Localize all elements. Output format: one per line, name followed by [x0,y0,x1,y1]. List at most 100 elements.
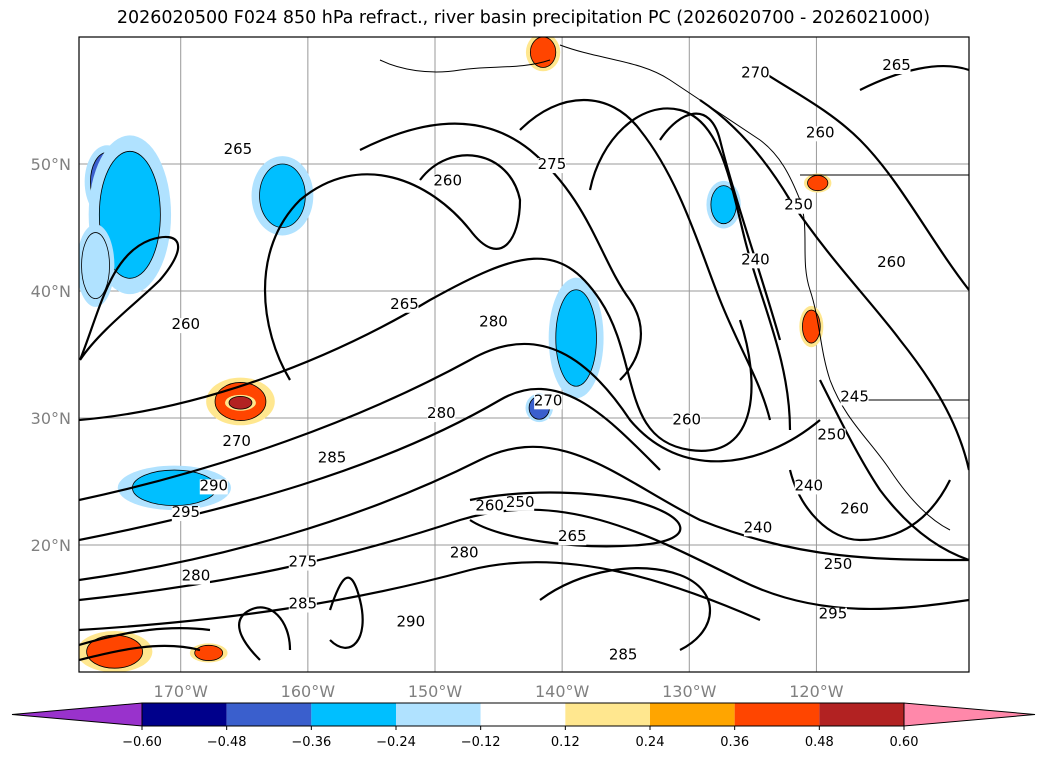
contour-label: 280 [479,313,508,331]
contour-label-bg [396,615,425,631]
colorbar-segment [734,703,820,726]
colorbar-tick-label: −0.60 [122,735,162,750]
contour-label-bg [475,499,504,515]
contour-label-bg [743,521,772,537]
contour-label-bg [537,158,566,174]
contour-label: 250 [506,493,535,511]
contour-label: 275 [538,155,567,173]
contour-label: 240 [741,250,770,268]
contour-label-bg [817,428,846,444]
contour-label-bg [840,502,869,518]
contour-line [79,235,180,361]
contour-label: 250 [784,196,813,214]
colorbar-extend-low [11,702,143,727]
contour-line [588,107,792,431]
contour-label: 270 [741,64,770,82]
contour-label-bg [450,546,479,562]
contour-label: 250 [824,555,853,573]
colorbar-tick-label: 0.36 [720,735,749,750]
contour-label: 265 [390,295,419,313]
contour-line [788,469,951,542]
contour-label: 260 [806,123,835,141]
contour-label-bg [794,479,823,495]
contour-label-bg [223,142,252,158]
contour-label-bg [558,530,587,546]
contour-labels: 265 260 275 260 265 280 270 290 295 285 280 270 260 2… [171,56,911,664]
contour-line [79,387,661,542]
lon-tick-label: 140°W [535,682,590,701]
contour-label: 285 [288,595,317,613]
contour-line [859,64,969,91]
contour-label-bg [427,407,456,422]
colorbar-segment [396,703,481,726]
contour-label-bg [882,59,911,75]
contour-label-bg [479,315,508,331]
contour-label: 260 [877,253,906,271]
contour-label: 250 [817,426,846,444]
contour-label-bg [741,253,770,269]
anomaly-patch [807,175,829,192]
contour-label-bg [318,451,347,467]
coastline [379,59,551,73]
lat-tick-label: 50°N [31,155,71,174]
page-title: 2026020500 F024 850 hPa refract., river … [116,8,931,28]
coastline [559,44,951,531]
contour-line [469,491,682,548]
lon-tick-label: 160°W [281,682,336,701]
colorbar-tick-label: −0.24 [376,735,416,750]
contour-label-bg [199,479,228,495]
contour-line [79,627,211,647]
contour-line [79,257,753,452]
colorbar-segment [226,703,312,726]
contour-label-bg [390,297,419,313]
anomaly-patch [529,37,557,68]
contour-label: 270 [534,391,563,409]
contour-label: 240 [794,476,823,494]
anomaly-patch [98,150,161,279]
contour-line [659,112,782,341]
contour-label-bg [784,198,813,214]
contour-label-bg [741,66,770,82]
contour-label: 280 [182,567,211,585]
contour-label: 260 [840,499,869,517]
contour-label: 265 [224,140,253,158]
colorbar-tick-label: −0.36 [291,735,331,750]
contour-line [238,606,292,661]
contour-line [699,99,969,471]
coastlines [379,44,969,531]
contour-line [519,99,772,421]
colorbar-tick-label: 0.12 [551,735,580,750]
contour-label: 295 [819,605,848,623]
contour-label-bg [506,495,535,511]
contour-line [359,122,642,381]
contour-label-bg [877,255,906,271]
contour-label: 290 [397,612,426,630]
anomaly-patch [802,309,821,344]
anomaly-patch [228,396,253,410]
lon-tick-label: 150°W [408,682,463,701]
lon-tick-label: 130°W [662,682,717,701]
contour-line [79,644,201,662]
contour-label: 285 [318,448,347,466]
contour-label: 245 [840,387,869,405]
colorbar-segment [819,703,904,726]
colorbar-segment [565,703,650,726]
contour-label: 275 [288,553,317,571]
contour-label: 240 [744,518,773,536]
contour-label: 290 [199,476,228,494]
anomaly-patch [81,232,110,300]
contour-label-bg [824,558,853,574]
colorbar-frame [141,702,905,727]
contour-line [79,342,821,502]
colorbar-segment [142,703,227,726]
contour-label-bg [171,506,200,522]
lon-tick-label: 120°W [789,682,844,701]
map-frame [78,36,970,673]
contour-label-bg [288,597,317,613]
contour-label: 265 [882,56,911,74]
contour-label-bg [672,413,701,429]
colorbar-tick-label: −0.48 [207,735,247,750]
contour-line [79,445,969,582]
contour-label-bg [609,648,638,664]
